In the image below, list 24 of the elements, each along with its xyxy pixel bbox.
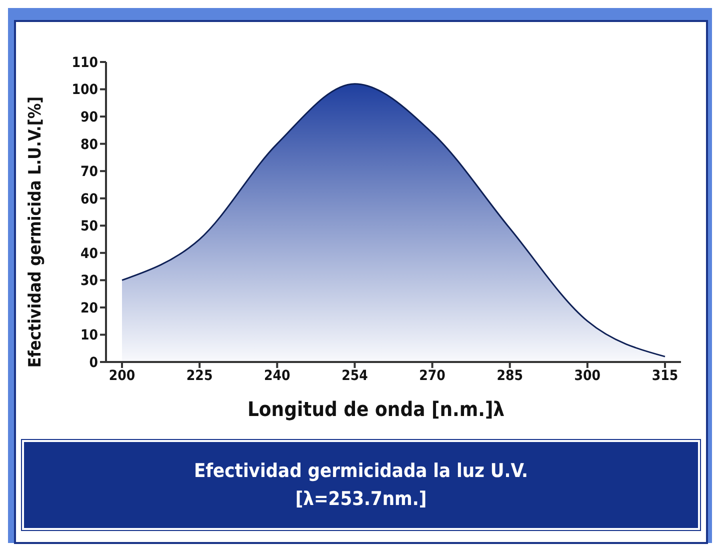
y-tick-label: 0 bbox=[89, 354, 98, 371]
y-tick-label: 110 bbox=[72, 54, 98, 71]
x-tick-label: 270 bbox=[419, 368, 446, 384]
y-tick-label: 50 bbox=[80, 218, 98, 235]
x-tick-label: 225 bbox=[186, 368, 213, 384]
x-tick-label: 315 bbox=[652, 368, 678, 384]
x-tick-label: 254 bbox=[342, 368, 368, 384]
y-tick-label: 90 bbox=[80, 110, 98, 126]
y-tick-label: 60 bbox=[80, 191, 98, 208]
y-tick-label: 70 bbox=[80, 164, 98, 180]
y-tick-label: 100 bbox=[72, 82, 98, 98]
y-tick-label: 40 bbox=[80, 246, 98, 262]
y-tick-label: 30 bbox=[80, 273, 98, 290]
x-tick-label: 200 bbox=[108, 368, 136, 384]
y-tick-label: 20 bbox=[80, 300, 98, 316]
y-tick-label: 80 bbox=[80, 136, 98, 153]
x-tick-label: 285 bbox=[496, 368, 524, 384]
y-tick-label: 10 bbox=[80, 328, 98, 344]
text: Efectividad germicidada la luz U.V. bbox=[192, 460, 530, 482]
x-axis-title: Longitud de onda [n.m.]λ bbox=[246, 397, 506, 421]
x-tick-label: 300 bbox=[574, 368, 601, 384]
x-tick-label: 240 bbox=[264, 368, 291, 384]
y-axis-title: Efectividad germicida L.U.V.[%] bbox=[26, 96, 46, 368]
text: [λ=253.7nm.] bbox=[294, 488, 428, 510]
